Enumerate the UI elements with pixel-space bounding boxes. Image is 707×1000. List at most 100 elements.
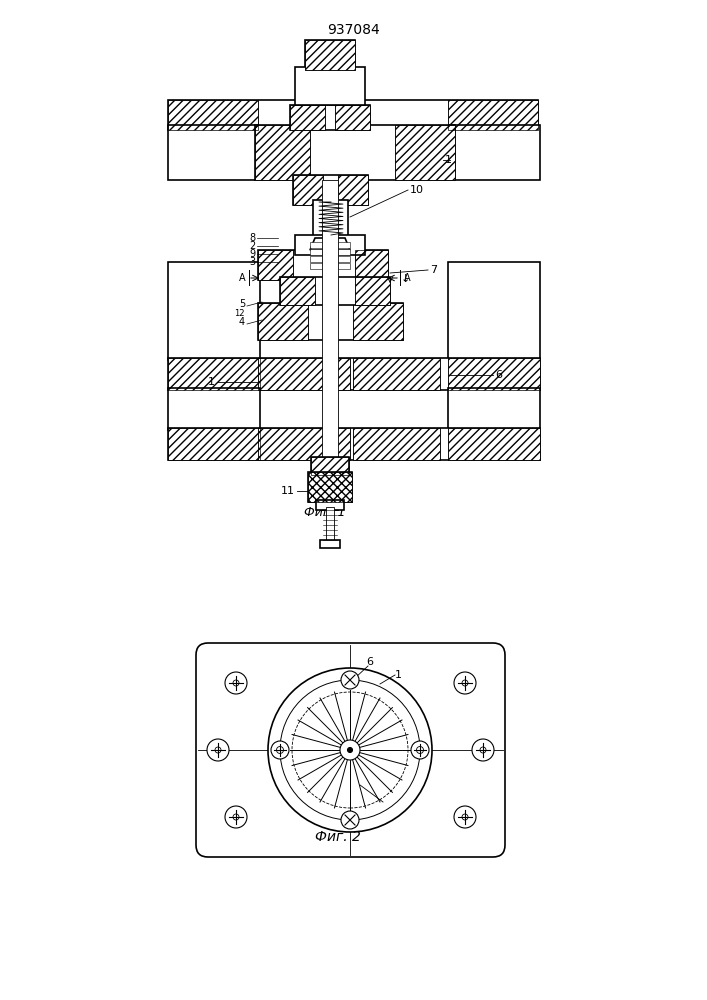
Bar: [395, 125, 455, 180]
Circle shape: [268, 668, 432, 832]
Bar: [258, 428, 350, 460]
Bar: [258, 358, 350, 390]
Bar: [280, 277, 315, 305]
Bar: [258, 303, 403, 340]
FancyBboxPatch shape: [196, 643, 505, 857]
Bar: [355, 277, 390, 305]
Bar: [255, 125, 310, 180]
Bar: [168, 428, 260, 460]
Circle shape: [341, 671, 359, 689]
Bar: [168, 100, 258, 130]
Bar: [353, 303, 403, 340]
Bar: [316, 500, 344, 510]
Text: 1: 1: [395, 670, 402, 680]
Text: 4: 4: [239, 317, 245, 327]
Bar: [280, 277, 390, 305]
Bar: [290, 105, 370, 130]
Bar: [305, 40, 355, 70]
Bar: [310, 256, 350, 262]
Bar: [168, 100, 258, 130]
Bar: [448, 100, 538, 130]
Bar: [448, 388, 540, 430]
Polygon shape: [310, 238, 350, 250]
Circle shape: [207, 739, 229, 761]
Bar: [258, 428, 350, 460]
Text: 7: 7: [385, 800, 392, 810]
Bar: [448, 100, 538, 130]
Circle shape: [472, 739, 494, 761]
Bar: [293, 175, 368, 205]
Bar: [290, 105, 325, 130]
Bar: [353, 358, 440, 390]
Text: 12: 12: [235, 309, 245, 318]
Bar: [313, 200, 348, 240]
Bar: [395, 125, 455, 180]
Bar: [322, 180, 338, 510]
Bar: [258, 250, 293, 280]
Text: 9: 9: [249, 249, 255, 259]
Bar: [448, 428, 540, 460]
Circle shape: [411, 741, 429, 759]
Circle shape: [454, 672, 476, 694]
Bar: [448, 428, 540, 460]
Bar: [355, 277, 390, 305]
Bar: [310, 242, 350, 248]
Bar: [308, 472, 352, 502]
Text: 5: 5: [239, 299, 245, 309]
Bar: [305, 40, 355, 70]
Circle shape: [225, 672, 247, 694]
Circle shape: [280, 680, 420, 820]
Bar: [255, 125, 455, 180]
Bar: [310, 263, 350, 269]
Bar: [295, 235, 365, 255]
Text: 1: 1: [208, 377, 215, 387]
Bar: [293, 175, 323, 205]
Bar: [448, 358, 540, 390]
Bar: [353, 428, 440, 460]
Circle shape: [341, 811, 359, 829]
Bar: [353, 428, 440, 460]
Bar: [335, 105, 370, 130]
Circle shape: [225, 806, 247, 828]
Bar: [355, 250, 388, 280]
Bar: [168, 262, 260, 360]
Bar: [305, 40, 355, 70]
Bar: [311, 457, 349, 475]
Circle shape: [348, 748, 353, 752]
Bar: [353, 358, 440, 390]
Bar: [311, 457, 349, 475]
Bar: [338, 175, 368, 205]
Text: Фиг. 2: Фиг. 2: [315, 830, 361, 844]
Bar: [320, 540, 340, 548]
Bar: [168, 358, 260, 390]
Circle shape: [271, 741, 289, 759]
Bar: [293, 175, 323, 205]
Text: A: A: [404, 273, 410, 283]
Bar: [326, 507, 334, 542]
Bar: [168, 358, 260, 390]
Bar: [310, 249, 350, 255]
Bar: [168, 388, 260, 430]
Bar: [258, 250, 388, 280]
Bar: [168, 428, 260, 460]
Bar: [450, 125, 540, 180]
Bar: [353, 303, 403, 340]
Text: 1: 1: [445, 155, 452, 165]
Bar: [290, 105, 325, 130]
Bar: [448, 262, 540, 360]
Text: 2: 2: [249, 241, 255, 251]
Text: 8: 8: [249, 233, 255, 243]
Text: 7: 7: [430, 265, 437, 275]
Text: 11: 11: [281, 486, 295, 496]
Bar: [308, 472, 352, 502]
Bar: [308, 472, 352, 502]
Text: 937084: 937084: [327, 23, 380, 37]
Bar: [355, 250, 388, 280]
Bar: [258, 250, 293, 280]
Circle shape: [340, 740, 360, 760]
Bar: [168, 125, 258, 180]
Text: ↓: ↓: [400, 274, 409, 284]
Text: A: A: [239, 273, 245, 283]
Bar: [168, 428, 540, 460]
Text: 6: 6: [495, 370, 502, 380]
